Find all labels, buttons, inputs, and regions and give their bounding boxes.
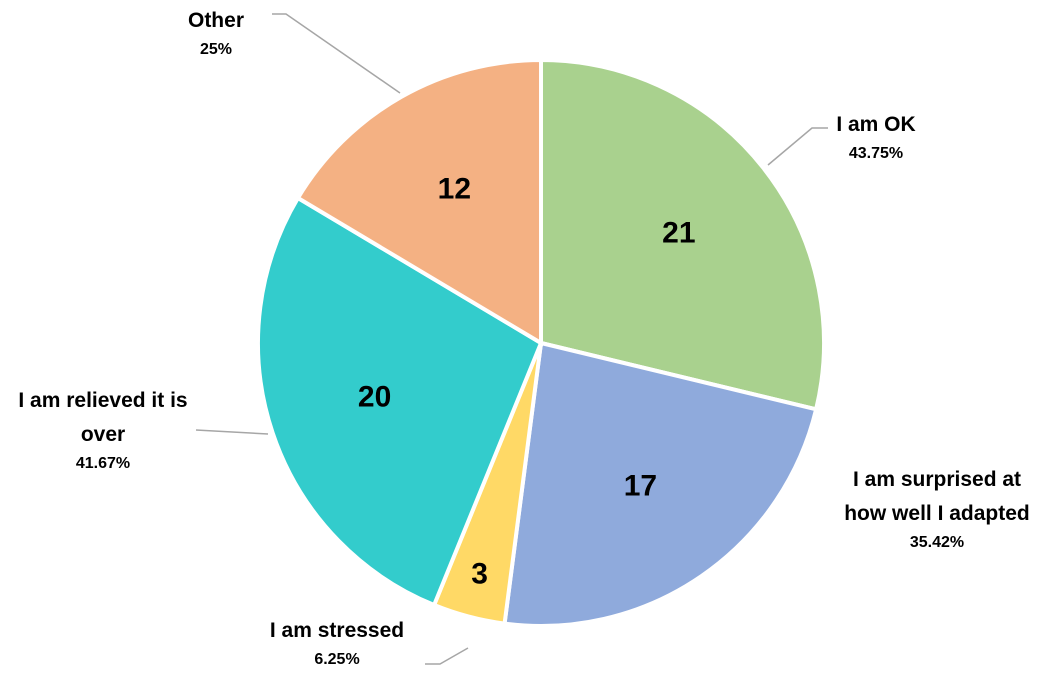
slice-value-label: 12 (438, 172, 471, 205)
leader-line (272, 13, 401, 94)
pie-slice (256, 195, 544, 608)
slice-value-label: 3 (471, 557, 488, 590)
percent-label: 6.25% (314, 651, 360, 668)
percent-label: 35.42% (909, 534, 965, 551)
slice-label: I am surprised at how well I adapted 35.4… (832, 463, 1042, 555)
percent-label: 25% (199, 41, 233, 58)
slice-label: I am OK 43.75% (816, 108, 936, 166)
pie-slice (295, 57, 543, 347)
category-label: I am stressed (269, 619, 405, 642)
slice-value-label: 20 (358, 381, 391, 414)
category-label: I am OK (836, 113, 916, 136)
slice-label: I am stressed 6.25% (242, 614, 432, 672)
pie-slice (539, 57, 826, 412)
leader-line (195, 429, 269, 435)
leader-line (425, 647, 469, 665)
slice-value-label: 21 (662, 216, 695, 249)
category-label: I am relieved it is over (18, 389, 188, 446)
slice-value-label: 17 (624, 469, 657, 502)
percent-label: 41.67% (75, 455, 131, 472)
category-label: I am surprised at how well I adapted (844, 468, 1030, 525)
slice-label: I am relieved it is over 41.67% (0, 384, 208, 476)
category-label: Other (187, 9, 244, 32)
percent-label: 43.75% (848, 145, 904, 162)
slice-label: Other 25% (156, 4, 276, 62)
leader-line (767, 127, 828, 166)
pie-slice (502, 340, 819, 628)
